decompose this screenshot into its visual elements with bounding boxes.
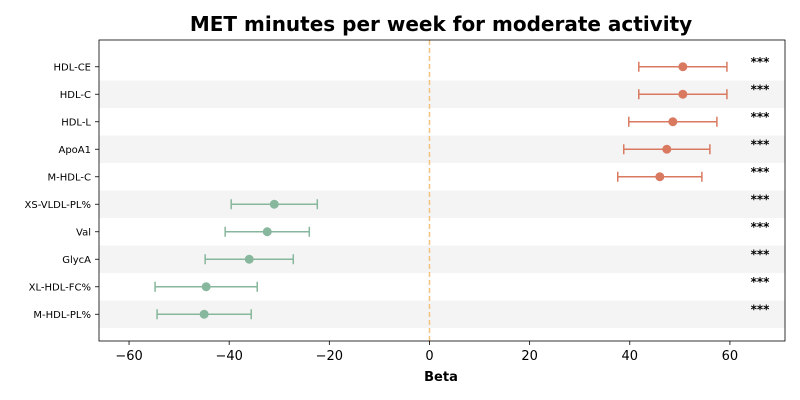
y-tick-label: HDL-CE (53, 62, 91, 73)
x-tick-label: 0 (425, 349, 433, 364)
row-bands (99, 80, 785, 328)
row-hdl-ce: HDL-CE *** (53, 55, 770, 74)
row-band (99, 245, 785, 273)
estimate-point (655, 172, 665, 182)
row-hdl-c: HDL-C *** (60, 82, 770, 101)
y-tick-label: M-HDL-PL% (33, 310, 91, 321)
significance-label: *** (751, 165, 771, 179)
y-tick-label: M-HDL-C (48, 172, 91, 183)
row-xs-vldl-pl-: XS-VLDL-PL% *** (25, 192, 771, 211)
x-axis-label: Beta (424, 370, 458, 385)
significance-label: *** (751, 220, 771, 234)
estimate-point (199, 309, 209, 319)
y-tick-label: Val (76, 227, 91, 238)
y-tick-label: ApoA1 (58, 145, 91, 156)
y-tick-label: HDL-C (60, 90, 91, 101)
plot-frame (98, 39, 786, 342)
x-axis: −60 −40 −20 0 20 40 60 (115, 341, 738, 364)
row-xl-hdl-fc-: XL-HDL-FC% *** (29, 275, 770, 294)
significance-label: *** (751, 137, 771, 151)
row-m-hdl-pl-: M-HDL-PL% *** (33, 302, 770, 321)
significance-label: *** (751, 192, 771, 206)
row-glyca: GlycA *** (62, 247, 770, 266)
row-m-hdl-c: M-HDL-C *** (48, 165, 771, 184)
significance-label: *** (751, 82, 771, 96)
x-tick-label: −20 (316, 349, 343, 364)
y-tick-label: HDL-L (61, 117, 91, 128)
estimate-point (201, 282, 211, 292)
chart-title: MET minutes per week for moderate activi… (190, 12, 692, 36)
estimate-point (678, 62, 688, 72)
x-tick-label: −40 (215, 349, 242, 364)
row-apoa1: ApoA1 *** (58, 137, 770, 156)
y-tick-label: XS-VLDL-PL% (25, 200, 91, 211)
estimate-point (668, 117, 678, 127)
estimate-point (262, 227, 272, 237)
significance-label: *** (751, 110, 771, 124)
row-band (99, 190, 785, 218)
significance-label: *** (751, 302, 771, 316)
estimate-point (678, 89, 688, 99)
estimate-point (244, 254, 254, 264)
x-tick-label: 20 (521, 349, 538, 364)
x-tick-label: 40 (622, 349, 639, 364)
x-tick-label: −60 (115, 349, 142, 364)
x-tick-label: 60 (722, 349, 739, 364)
y-tick-label: XL-HDL-FC% (29, 282, 91, 293)
significance-label: *** (751, 275, 771, 289)
row-val: Val *** (76, 220, 770, 239)
significance-label: *** (751, 55, 771, 69)
estimate-point (269, 199, 279, 209)
significance-label: *** (751, 247, 771, 261)
rows: HDL-CE ***HDL-C ***HDL-L ***ApoA1 ***M-HDL-C… (25, 55, 771, 321)
y-tick-label: GlycA (62, 255, 91, 266)
estimate-point (662, 144, 672, 154)
row-hdl-l: HDL-L *** (61, 110, 770, 129)
